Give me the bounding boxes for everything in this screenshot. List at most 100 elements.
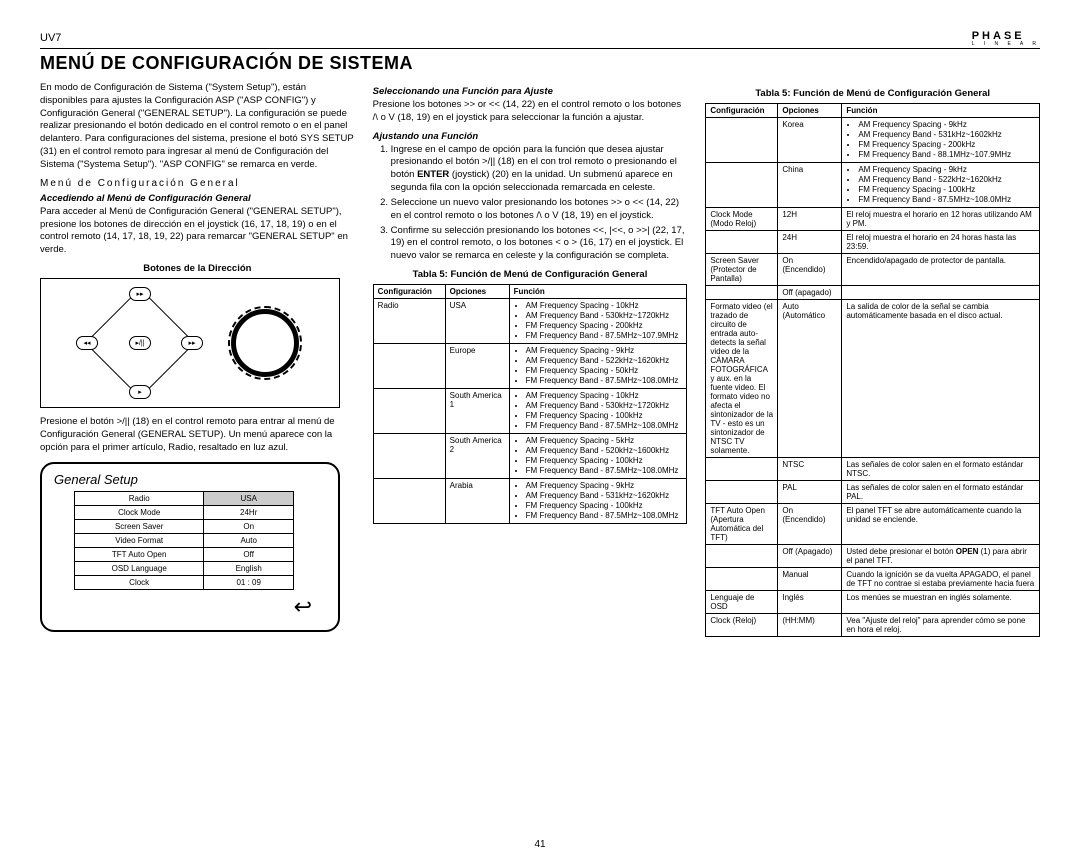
adjusting-heading: Ajustando una Función (373, 131, 688, 142)
t5-config (373, 433, 445, 478)
t5-option: On (Encendido) (778, 504, 842, 545)
t5-function: Encendido/apagado de protector de pantal… (842, 254, 1040, 286)
gs-value: 01 : 09 (204, 576, 294, 590)
accessing-heading: Accediendo al Menú de Configuración Gene… (40, 193, 355, 204)
adjusting-steps: Ingrese en el campo de opción para la fu… (391, 144, 688, 263)
diagram-title: Botones de la Dirección (40, 263, 355, 274)
step-item: Seleccione un nuevo valor presionando lo… (391, 197, 688, 223)
t5-option: South America 1 (445, 388, 509, 433)
t5-option: 12H (778, 208, 842, 231)
t5-config (706, 231, 778, 254)
th-function: Función (509, 284, 687, 298)
accessing-paragraph: Para acceder al Menú de Configuración Ge… (40, 206, 355, 257)
th-config-r: Configuración (706, 104, 778, 118)
dpad-icon: ▸▸ ▸ ◂◂ ▸▸ ▸/|| (81, 289, 201, 399)
t5-config: TFT Auto Open (Apertura Automática del T… (706, 504, 778, 545)
t5-config (706, 118, 778, 163)
gs-label: Radio (75, 492, 204, 506)
t5-option: Manual (778, 568, 842, 591)
t5-config (706, 568, 778, 591)
t5-option: Inglés (778, 591, 842, 614)
general-setup-screen: General Setup RadioUSAClock Mode24HrScre… (40, 462, 340, 632)
t5-config (706, 163, 778, 208)
t5-function: Las señales de color salen en el formato… (842, 458, 1040, 481)
table5-caption-mid: Tabla 5: Función de Menú de Configuració… (373, 269, 688, 280)
t5-option: 24H (778, 231, 842, 254)
column-left: En modo de Configuración de Sistema ("Sy… (40, 82, 355, 637)
t5-function: Las señales de color salen en el formato… (842, 481, 1040, 504)
t5-option: USA (445, 298, 509, 343)
direction-diagram: ▸▸ ▸ ◂◂ ▸▸ ▸/|| (40, 278, 340, 408)
selecting-paragraph: Presione los botones >> or << (14, 22) e… (373, 99, 688, 125)
t5-config (706, 458, 778, 481)
intro-paragraph: En modo de Configuración de Sistema ("Sy… (40, 82, 355, 172)
t5-config: Clock Mode (Modo Reloj) (706, 208, 778, 231)
step-item: Confirme su selección presionando los bo… (391, 225, 688, 263)
gs-value: 24Hr (204, 506, 294, 520)
th-options-r: Opciones (778, 104, 842, 118)
gs-label: TFT Auto Open (75, 548, 204, 562)
table5-caption-right: Tabla 5: Función de Menú de Configuració… (705, 88, 1040, 99)
right-button-icon: ▸▸ (181, 336, 203, 350)
th-config: Configuración (373, 284, 445, 298)
page-header: UV7 PHASE L I N E A R (40, 30, 1040, 49)
step-item: Ingrese en el campo de opción para la fu… (391, 144, 688, 195)
up-button-icon: ▸▸ (129, 287, 151, 301)
t5-option: South America 2 (445, 433, 509, 478)
t5-config (706, 545, 778, 568)
gs-value: Off (204, 548, 294, 562)
down-button-icon: ▸ (129, 385, 151, 399)
t5-function: El reloj muestra el horario en 24 horas … (842, 231, 1040, 254)
t5-config (706, 481, 778, 504)
t5-config: Formato video (el trazado de circuito de… (706, 300, 778, 458)
t5-option: (HH:MM) (778, 614, 842, 637)
t5-function: AM Frequency Spacing - 5kHzAM Frequency … (509, 433, 687, 478)
t5-function: Cuando la ignición se da vuelta APAGADO,… (842, 568, 1040, 591)
column-middle: Seleccionando una Función para Ajuste Pr… (373, 82, 688, 637)
table5-mid: Configuración Opciones Función RadioUSAA… (373, 284, 688, 524)
t5-function: AM Frequency Spacing - 9kHzAM Frequency … (842, 118, 1040, 163)
t5-config: Screen Saver (Protector de Pantalla) (706, 254, 778, 286)
t5-function: AM Frequency Spacing - 9kHzAM Frequency … (509, 478, 687, 523)
t5-config: Radio (373, 298, 445, 343)
t5-config: Clock (Reloj) (706, 614, 778, 637)
gs-label: OSD Language (75, 562, 204, 576)
general-setup-title: General Setup (54, 472, 326, 487)
t5-config (373, 478, 445, 523)
t5-config: Lenguaje de OSD (706, 591, 778, 614)
t5-function: AM Frequency Spacing - 10kHzAM Frequency… (509, 388, 687, 433)
t5-function: El panel TFT se abre automáticamente cua… (842, 504, 1040, 545)
t5-function: Usted debe presionar el botón OPEN (1) p… (842, 545, 1040, 568)
t5-function: Los menúes se muestran en inglés solamen… (842, 591, 1040, 614)
t5-option: PAL (778, 481, 842, 504)
gs-value: Auto (204, 534, 294, 548)
gs-value: USA (204, 492, 294, 506)
gs-label: Clock Mode (75, 506, 204, 520)
t5-function: AM Frequency Spacing - 10kHzAM Frequency… (509, 298, 687, 343)
t5-function: AM Frequency Spacing - 9kHzAM Frequency … (842, 163, 1040, 208)
left-button-icon: ◂◂ (76, 336, 98, 350)
general-setup-table: RadioUSAClock Mode24HrScreen SaverOnVide… (74, 491, 294, 590)
column-right: Tabla 5: Función de Menú de Configuració… (705, 82, 1040, 637)
t5-option: NTSC (778, 458, 842, 481)
t5-function: AM Frequency Spacing - 9kHzAM Frequency … (509, 343, 687, 388)
t5-option: Auto (Automático (778, 300, 842, 458)
joystick-icon (231, 309, 299, 377)
gs-value: English (204, 562, 294, 576)
t5-config (706, 286, 778, 300)
center-button-icon: ▸/|| (129, 336, 151, 350)
t5-option: Europe (445, 343, 509, 388)
th-options: Opciones (445, 284, 509, 298)
general-setup-heading: Menú de Configuración General (40, 178, 355, 189)
t5-option: On (Encendido) (778, 254, 842, 286)
t5-option: China (778, 163, 842, 208)
t5-config (373, 388, 445, 433)
model-label: UV7 (40, 32, 61, 44)
enter-paragraph: Presione el botón >/|| (18) en el contro… (40, 416, 355, 454)
gs-label: Screen Saver (75, 520, 204, 534)
columns: En modo de Configuración de Sistema ("Sy… (40, 82, 1040, 637)
t5-function: El reloj muestra el horario en 12 horas … (842, 208, 1040, 231)
gs-label: Clock (75, 576, 204, 590)
t5-option: Arabia (445, 478, 509, 523)
gs-label: Video Format (75, 534, 204, 548)
